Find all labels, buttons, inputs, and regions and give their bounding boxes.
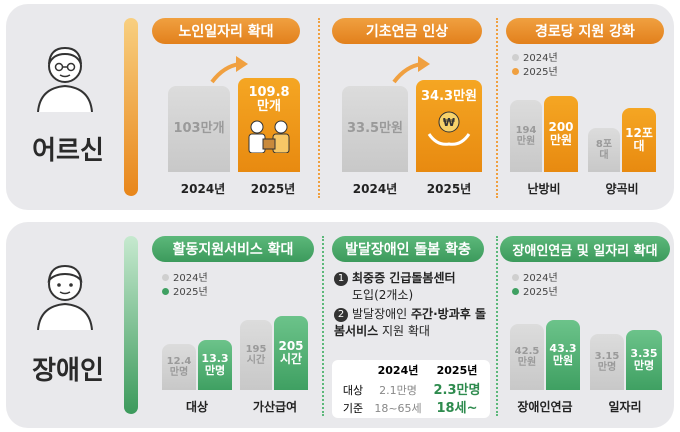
pension-growth-arrow-icon <box>392 56 430 84</box>
pj-legend-2024: 2024년 <box>523 273 558 284</box>
disabled-jobs-label: 일자리 <box>608 400 642 414</box>
disabled-card: 장애인 활동지원서비스 확대 2024년 2025년 12.4만명 13.3만명… <box>6 222 674 428</box>
pension-jobs-legend: 2024년 2025년 <box>512 272 558 300</box>
item-1: 1 최중증 긴급돌봄센터 <box>334 270 492 287</box>
disabled-pension-bar-2025: 43.3만원 <box>546 320 580 390</box>
heating-value-2024: 194만원 <box>515 125 537 147</box>
elderly-card: 어르신 노인일자리 확대 103만개 109.8만개 2024년 2025년 기… <box>6 4 674 210</box>
pension-title: 기초연금 인상 <box>332 18 482 44</box>
pension-value-2024: 33.5만원 <box>347 120 403 136</box>
item-1-rest: 도입(2개소) <box>352 288 414 302</box>
jobs-label-2024: 2024년 <box>180 182 226 196</box>
developmental-title: 발달장애인 돌봄 확충 <box>332 236 484 262</box>
target-value-2025: 13.3만명 <box>201 351 229 377</box>
divider-4 <box>496 236 498 416</box>
disabled-side-bar <box>124 236 138 414</box>
heating-value-2025: 200만원 <box>548 119 574 147</box>
number-1-icon: 1 <box>334 271 348 286</box>
row1-2025: 2.3만명 <box>433 383 481 398</box>
jobs-value-2024: 103만개 <box>173 120 225 136</box>
disabled-pension-2025: 43.3만원 <box>549 341 577 367</box>
coin-hands-icon: ₩ <box>427 111 471 147</box>
pension-jobs-chart: 42.5만원 43.3만원 3.15만명 3.35만명 <box>506 312 668 390</box>
developmental-items: 1 최중증 긴급돌봄센터 도입(2개소) 2 발달장애인 주간·방과후 돌봄서비스 … <box>334 270 492 340</box>
jobs-label-2025: 2025년 <box>250 182 296 196</box>
senior-center-chart: 194만원 200만원 8포대 12포대 <box>506 84 666 172</box>
disabled-jobs-bar-2024: 3.15만명 <box>590 334 624 390</box>
item-2-pre: 발달장애인 <box>352 307 412 321</box>
jobs-value-2025: 109.8만개 <box>248 85 290 115</box>
legend-2025: 2025년 <box>523 67 558 78</box>
target-label: 대상 <box>185 400 209 414</box>
elderly-label: 어르신 <box>32 136 104 166</box>
elderly-side-bar <box>124 18 138 196</box>
item-2-rest: 지원 확대 <box>378 324 430 338</box>
senior-center-title: 경로당 지원 강화 <box>506 18 664 44</box>
heating-bar-2025: 200만원 <box>544 96 578 172</box>
legend-2024: 2024년 <box>523 53 558 64</box>
hours-value-2025: 205시간 <box>278 338 304 366</box>
disabled-label: 장애인 <box>32 356 104 386</box>
item-2-bold: 주간·방과후 돌봄서비스 <box>334 307 486 338</box>
row1-label: 대상 <box>342 384 364 397</box>
jobs-bar-2024: 103만개 <box>168 86 230 172</box>
activity-legend-2025: 2025년 <box>173 287 208 298</box>
jobs-chart: 103만개 109.8만개 <box>152 52 304 172</box>
hours-label: 가산급여 <box>252 400 298 414</box>
disabled-jobs-2025: 3.35만명 <box>630 346 658 372</box>
item-2: 2 발달장애인 주간·방과후 돌봄서비스 지원 확대 <box>334 306 492 340</box>
row2-2025: 18세~ <box>436 401 478 416</box>
divider-3 <box>322 236 324 416</box>
heating-label: 난방비 <box>527 182 561 196</box>
activity-legend: 2024년 2025년 <box>162 272 208 300</box>
grain-label: 양곡비 <box>605 182 639 196</box>
row1-2024: 2.1만명 <box>379 384 417 397</box>
elderly-person-icon <box>37 46 93 112</box>
item-1-bold: 최중증 긴급돌봄센터 <box>352 271 456 285</box>
pension-value-2025: 34.3만원 <box>421 89 477 104</box>
jobs-bar-2025: 109.8만개 <box>238 78 300 172</box>
row2-2024: 18~65세 <box>374 402 422 415</box>
activity-legend-2024: 2024년 <box>173 273 208 284</box>
disabled-jobs-2024: 3.15만명 <box>594 351 620 373</box>
pension-bar-2024: 33.5만원 <box>342 86 408 172</box>
disabled-pension-2024: 42.5만원 <box>514 346 540 368</box>
divider-1 <box>318 18 320 198</box>
activity-title: 활동지원서비스 확대 <box>152 236 314 262</box>
grain-value-2024: 8포대 <box>595 139 613 161</box>
pension-label-2024: 2024년 <box>352 182 398 196</box>
jobs-growth-arrow-icon <box>210 56 248 84</box>
svg-text:₩: ₩ <box>443 116 455 129</box>
grain-bar-2025: 12포대 <box>622 108 656 172</box>
disabled-pension-label: 장애인연금 <box>517 400 573 414</box>
pension-jobs-title: 장애인연금 및 일자리 확대 <box>500 236 670 262</box>
target-bar-2025: 13.3만명 <box>198 340 232 390</box>
grain-bar-2024: 8포대 <box>588 128 620 172</box>
hours-value-2024: 195시간 <box>245 344 267 366</box>
number-2-icon: 2 <box>334 307 348 322</box>
divider-2 <box>496 18 498 198</box>
row2-label: 기준 <box>342 402 364 415</box>
col-2025: 2025년 <box>436 364 478 377</box>
workers-illustration-icon <box>248 120 290 153</box>
developmental-table: 2024년 2025년 대상 2.1만명 2.3만명 기준 18~65세 18세… <box>332 360 490 418</box>
heating-bar-2024: 194만원 <box>510 100 542 172</box>
jobs-title: 노인일자리 확대 <box>152 18 300 44</box>
disabled-person-icon <box>37 264 93 330</box>
target-bar-2024: 12.4만명 <box>162 344 196 390</box>
pension-label-2025: 2025년 <box>426 182 472 196</box>
pension-bar-2025: 34.3만원 ₩ <box>416 80 482 172</box>
disabled-pension-bar-2024: 42.5만원 <box>510 324 544 390</box>
hours-bar-2024: 195시간 <box>240 320 272 390</box>
target-value-2024: 12.4만명 <box>166 356 192 378</box>
senior-center-legend: 2024년 2025년 <box>512 52 558 80</box>
grain-value-2025: 12포대 <box>625 125 653 153</box>
col-2024: 2024년 <box>377 364 419 377</box>
pj-legend-2025: 2025년 <box>523 287 558 298</box>
pension-chart: 33.5만원 34.3만원 ₩ <box>332 52 486 172</box>
hours-bar-2025: 205시간 <box>274 316 308 390</box>
disabled-jobs-bar-2025: 3.35만명 <box>626 330 662 390</box>
activity-chart: 12.4만명 13.3만명 195시간 205시간 <box>152 304 312 390</box>
